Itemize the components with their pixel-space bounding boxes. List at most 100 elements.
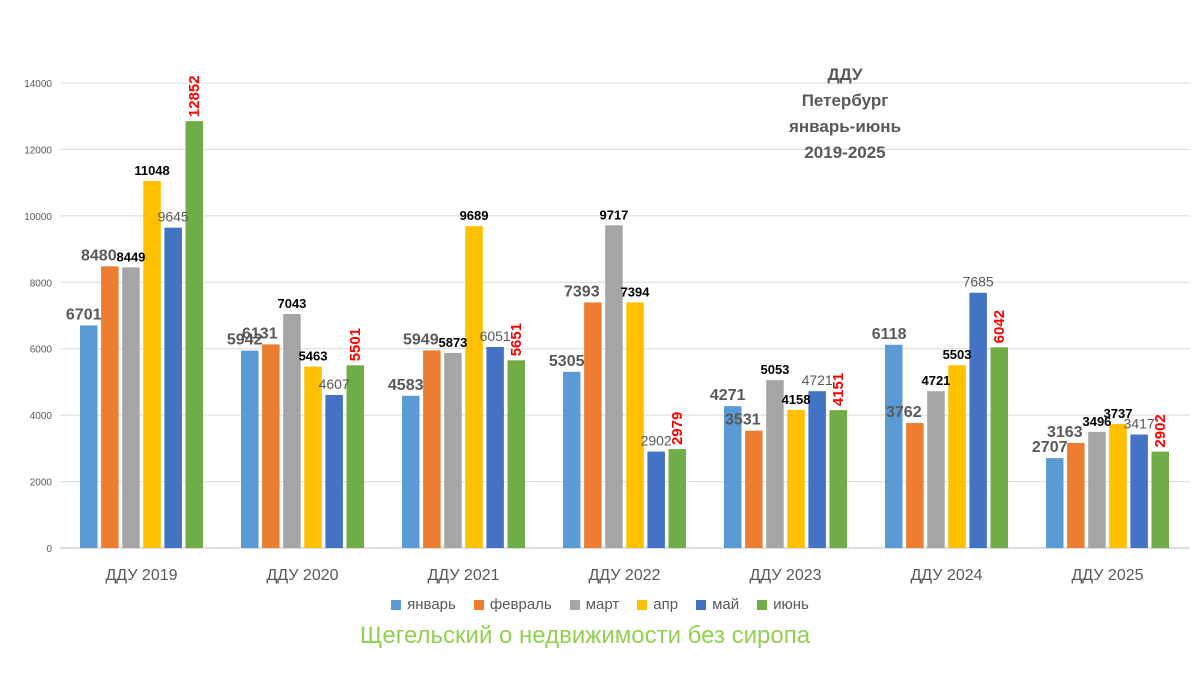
data-label: 5501 — [347, 328, 364, 361]
y-tick-label: 2000 — [30, 478, 53, 489]
y-tick-label: 0 — [46, 544, 52, 555]
data-label: 5942 — [227, 332, 263, 349]
legend-item: февраль — [473, 596, 552, 613]
bar — [164, 227, 182, 549]
bar — [1151, 451, 1169, 548]
bar — [885, 344, 903, 548]
x-tick-label: ДДУ 2020 — [266, 567, 338, 584]
bar — [101, 266, 119, 548]
data-label: 11048 — [134, 163, 169, 178]
bar — [325, 394, 343, 548]
bar — [143, 181, 161, 548]
y-tick-label: 14000 — [24, 79, 52, 90]
legend-label: май — [712, 596, 740, 613]
data-label: 2707 — [1032, 439, 1068, 456]
x-tick-label: ДДУ 2025 — [1071, 567, 1143, 584]
data-label: 3496 — [1082, 414, 1111, 429]
chart-title: ДДУ Петербург январь-июнь 2019-2025 — [745, 62, 945, 166]
bar — [647, 451, 665, 548]
bar — [626, 302, 644, 548]
legend-item: апр — [637, 596, 678, 613]
bar — [1130, 434, 1148, 548]
data-label: 7043 — [277, 296, 306, 311]
legend-item: январь — [391, 596, 456, 613]
y-tick-label: 10000 — [24, 212, 52, 223]
bar — [122, 267, 140, 548]
data-label: 9645 — [158, 209, 189, 225]
data-label: 3762 — [886, 404, 922, 421]
bar — [584, 302, 602, 548]
bar — [402, 395, 420, 548]
chart-title-line: январь-июнь — [788, 117, 902, 136]
bar — [241, 350, 259, 548]
legend-label: апр — [653, 596, 679, 613]
data-label: 4151 — [830, 373, 847, 406]
data-label: 9689 — [460, 208, 489, 223]
x-axis-ticks: ДДУ 2019 ДДУ 2020 ДДУ 2021 ДДУ 2022 ДДУ 2023… — [105, 567, 1143, 584]
data-label: 5463 — [299, 349, 328, 364]
chart-legend: январь февраль март апр май июнь — [0, 596, 1200, 613]
bar-chart: 0 2000 4000 6000 8000 10000 12000 14000 6701 848… — [24, 75, 1190, 584]
bar — [1067, 442, 1085, 548]
legend-swatch — [569, 599, 580, 610]
data-label: 6051 — [480, 328, 511, 344]
legend-swatch — [637, 599, 648, 610]
data-label: 4721 — [921, 373, 950, 388]
data-label: 4271 — [710, 387, 746, 404]
bar — [948, 365, 966, 548]
y-tick-label: 4000 — [30, 411, 53, 422]
data-label: 7394 — [621, 284, 651, 299]
data-label: 6131 — [242, 325, 278, 342]
bar — [1088, 431, 1106, 548]
data-label: 5873 — [438, 335, 467, 350]
bar — [80, 325, 98, 548]
bar — [990, 347, 1008, 548]
data-label: 4721 — [802, 372, 833, 388]
legend-item: май — [696, 596, 739, 613]
y-tick-label: 8000 — [30, 278, 53, 289]
data-label: 8449 — [116, 249, 145, 264]
legend-swatch — [473, 599, 484, 610]
bar — [745, 430, 763, 548]
data-label: 4158 — [782, 392, 811, 407]
bar — [808, 391, 826, 548]
bar — [507, 360, 525, 548]
y-axis-ticks: 0 2000 4000 6000 8000 10000 12000 14000 — [24, 79, 52, 555]
bar — [283, 314, 301, 548]
chart-title-line: ДДУ — [827, 65, 863, 84]
bar — [766, 380, 784, 548]
chart-title-line: 2019-2025 — [804, 143, 886, 162]
x-tick-label: ДДУ 2021 — [427, 567, 499, 584]
data-label: 4583 — [388, 377, 424, 394]
data-label: 5053 — [760, 362, 789, 377]
legend-swatch — [391, 599, 402, 610]
bar — [969, 292, 987, 548]
bar — [423, 350, 441, 548]
data-label: 5651 — [508, 323, 525, 356]
data-label: 5305 — [549, 353, 585, 370]
bar — [563, 371, 581, 548]
bar — [304, 366, 322, 548]
bar — [668, 449, 686, 548]
legend-item: март — [569, 596, 619, 613]
data-label: 3737 — [1104, 406, 1133, 421]
bar — [1109, 423, 1127, 548]
gridlines — [60, 82, 1190, 549]
bar — [605, 225, 623, 549]
bar — [829, 410, 847, 548]
watermark-text: Щегельский о недвижимости без сиропа — [359, 622, 811, 649]
legend-swatch — [757, 599, 768, 610]
bar — [1046, 458, 1064, 548]
data-label: 6701 — [66, 306, 102, 323]
x-tick-label: ДДУ 2019 — [105, 567, 177, 584]
data-label: 2902 — [641, 433, 672, 449]
bar — [346, 365, 364, 548]
chart-title-line: Петербург — [801, 91, 889, 110]
data-label: 6118 — [872, 326, 907, 343]
bar — [444, 352, 462, 548]
legend-label: февраль — [489, 596, 552, 613]
data-label: 8480 — [81, 247, 117, 264]
legend-swatch — [696, 599, 707, 610]
bar — [465, 226, 483, 549]
